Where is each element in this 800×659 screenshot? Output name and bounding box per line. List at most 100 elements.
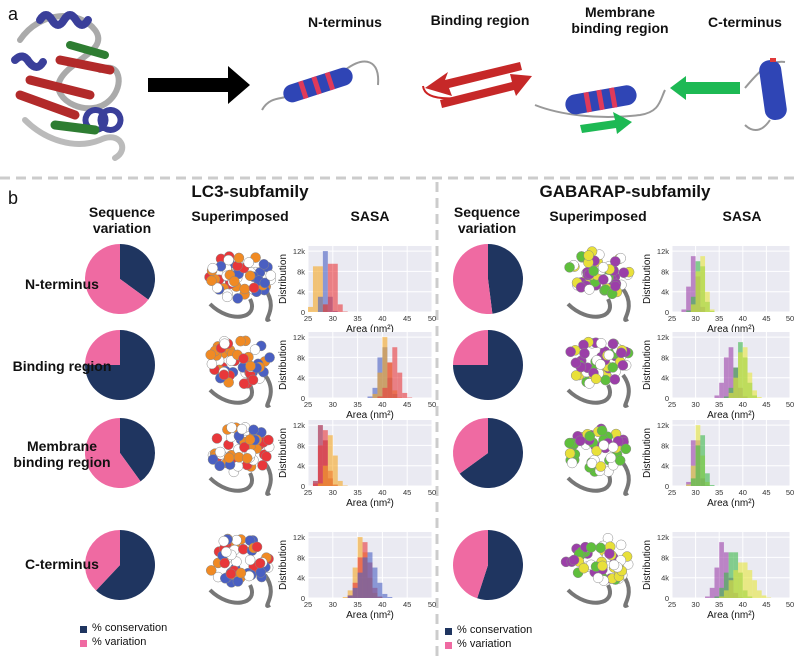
- histogram-bar: [728, 580, 734, 598]
- y-tick-label: 8k: [297, 553, 305, 562]
- x-tick-label: 40: [378, 488, 386, 497]
- structure-atom: [249, 344, 261, 355]
- histogram-bar: [690, 478, 696, 486]
- y-tick-label: 8k: [297, 267, 305, 276]
- pie-slice: [453, 330, 488, 365]
- histogram-bar: [742, 347, 748, 398]
- structure-atom: [205, 349, 216, 361]
- histogram-bar: [752, 580, 757, 598]
- histogram-bar: [719, 542, 724, 598]
- column-header: SASA: [722, 208, 762, 224]
- structure-atom: [254, 558, 266, 569]
- structure-atom: [617, 360, 629, 371]
- y-axis-label: Distribution: [278, 428, 289, 478]
- legend-swatch: [445, 642, 452, 649]
- histogram-bar: [397, 372, 403, 398]
- structure-ribbon: [566, 573, 631, 608]
- x-tick-label: 50: [428, 488, 436, 497]
- y-tick-label: 12k: [657, 533, 669, 542]
- y-axis-label: Distribution: [642, 540, 653, 590]
- membrane-region-cartoon: [534, 85, 666, 134]
- x-tick-label: 40: [739, 400, 747, 409]
- x-axis-label: Area (nm²): [707, 498, 755, 509]
- x-tick-label: 30: [329, 400, 337, 409]
- structure-atom: [248, 282, 260, 294]
- structure-ribbon: [208, 573, 273, 608]
- structure-atom: [211, 433, 223, 444]
- structure-atom: [618, 267, 630, 278]
- structure-atom: [219, 338, 230, 349]
- pie-slice: [96, 530, 156, 600]
- structure-atom: [610, 280, 621, 292]
- y-axis-label: Distribution: [642, 428, 653, 478]
- structure-atom: [603, 349, 615, 361]
- pie-slice: [85, 244, 149, 314]
- histogram-bar: [723, 572, 729, 598]
- pie-slice: [85, 418, 141, 489]
- structure-atom: [220, 546, 232, 558]
- structure-atom: [206, 358, 218, 370]
- structure-atom: [607, 338, 619, 350]
- structure-atom: [247, 374, 259, 386]
- histogram-bar: [382, 593, 388, 598]
- x-tick-label: 40: [739, 314, 747, 323]
- structure-atom: [257, 460, 268, 471]
- histogram-bar: [714, 567, 720, 598]
- y-tick-label: 4k: [661, 462, 669, 471]
- segment-label: N-terminus: [308, 14, 382, 30]
- structure-atom: [239, 283, 250, 295]
- histogram-bar: [337, 304, 343, 312]
- pie-slice: [488, 244, 524, 314]
- x-tick-label: 35: [353, 400, 361, 409]
- structure-atom: [596, 425, 608, 436]
- pie-slice: [453, 418, 488, 474]
- histogram-bar: [387, 362, 393, 398]
- x-axis-label: Area (nm²): [346, 498, 394, 509]
- segment-label: Binding region: [430, 12, 530, 28]
- legend-label: % variation: [92, 636, 147, 648]
- histogram-bar: [695, 445, 701, 486]
- histogram-bar: [733, 377, 739, 398]
- pie-slice: [85, 330, 120, 365]
- legend-swatch: [445, 628, 452, 635]
- structure-atom: [218, 535, 230, 547]
- pie-slice: [120, 418, 155, 482]
- x-tick-label: 25: [304, 314, 312, 323]
- histogram-bar: [738, 562, 743, 598]
- pie-slice: [453, 244, 493, 314]
- structure-atom: [588, 265, 599, 277]
- x-tick-label: 30: [329, 488, 337, 497]
- structure-atom: [598, 274, 609, 285]
- segment-label: C-terminus: [708, 14, 782, 30]
- structure-atom: [584, 430, 596, 442]
- n-terminus-cartoon: [261, 60, 380, 111]
- histogram-bar: [733, 570, 739, 598]
- plot-area: [308, 332, 432, 398]
- x-tick-label: 35: [715, 400, 723, 409]
- histogram-bar: [332, 263, 338, 312]
- y-tick-label: 0: [665, 594, 669, 603]
- x-tick-label: 30: [691, 600, 699, 609]
- y-tick-label: 8k: [297, 353, 305, 362]
- histogram-bar: [322, 430, 328, 486]
- histogram-bar: [322, 465, 328, 486]
- structure-atom: [564, 437, 575, 449]
- structure-atom: [583, 250, 594, 261]
- y-tick-label: 12k: [657, 247, 669, 256]
- segment-label: Membrane binding region: [571, 4, 669, 37]
- histogram-bar: [723, 357, 729, 398]
- histogram-bar: [742, 562, 748, 598]
- histogram-bar: [690, 465, 696, 486]
- structure-ribbon: [566, 461, 631, 496]
- binding-region-cartoon: [422, 62, 532, 108]
- histogram-bar: [761, 595, 767, 598]
- histogram-bar: [377, 396, 383, 398]
- structure-atom: [231, 534, 242, 546]
- histogram-bar: [705, 473, 710, 486]
- panel-label: a: [8, 4, 19, 24]
- histogram-bar: [756, 590, 762, 598]
- pie-slice: [120, 244, 155, 300]
- structure-atom: [206, 275, 217, 286]
- y-axis-label: Distribution: [642, 254, 653, 304]
